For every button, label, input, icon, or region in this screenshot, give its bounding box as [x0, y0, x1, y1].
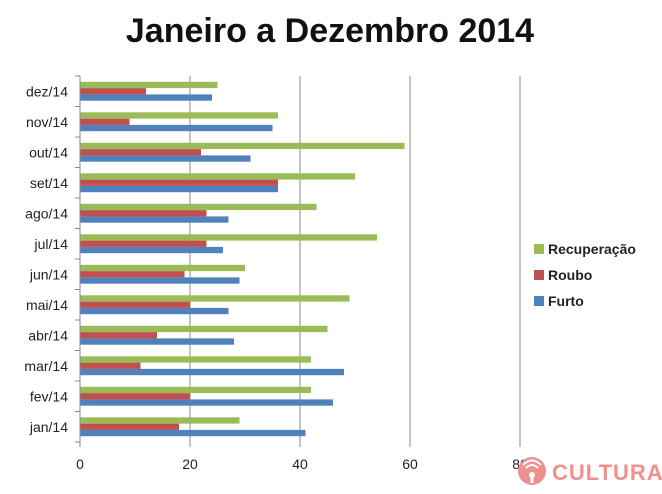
bar: [80, 149, 201, 156]
bar: [80, 264, 245, 272]
y-tick-label: ago/14: [25, 205, 68, 221]
bar: [80, 203, 317, 211]
bar: [80, 112, 278, 119]
legend-label: Roubo: [548, 267, 592, 283]
bar: [80, 338, 234, 345]
x-tick-label: 0: [76, 456, 84, 472]
bar: [80, 423, 179, 430]
legend-swatch: [534, 296, 544, 306]
bar: [80, 362, 141, 369]
bar: [80, 417, 240, 424]
radio-wave-icon: [518, 457, 546, 485]
y-tick-label: dez/14: [26, 83, 68, 99]
x-tick-label: 40: [292, 456, 308, 472]
chart-title: Janeiro a Dezembro 2014: [126, 12, 534, 50]
legend-swatch: [534, 270, 544, 280]
legend-label: Recuperação: [548, 241, 636, 257]
legend-swatch: [534, 244, 544, 254]
bar: [80, 393, 190, 400]
bar: [80, 142, 405, 150]
watermark-text: CULTURA: [552, 460, 662, 485]
legend: Recuperação Roubo Furto: [534, 241, 636, 309]
bar: [80, 332, 157, 339]
y-tick-label: out/14: [29, 144, 68, 160]
y-tick-label: jan/14: [29, 419, 68, 435]
bar: [80, 429, 306, 437]
bar: [80, 271, 185, 278]
y-tick-label: set/14: [30, 175, 68, 191]
y-tick-label: fev/14: [30, 388, 68, 404]
bar: [80, 356, 311, 363]
y-tick-label: jun/14: [29, 266, 68, 282]
bar: [80, 368, 344, 376]
bar: [80, 307, 229, 315]
bar: [80, 173, 355, 180]
y-tick-label: mai/14: [26, 297, 68, 313]
bar: [80, 124, 273, 132]
bar: [80, 118, 130, 125]
x-tick-label: 20: [182, 456, 198, 472]
bar: [80, 179, 278, 186]
bar: [80, 88, 146, 95]
axes: 020406080jan/14fev/14mar/14abr/14mai/14j…: [24, 75, 528, 472]
bar: [80, 399, 333, 406]
bar: [80, 277, 240, 284]
x-tick-label: 60: [402, 456, 418, 472]
bar: [80, 295, 350, 302]
bar: [80, 94, 212, 101]
y-tick-label: mar/14: [24, 358, 68, 374]
bar: [80, 325, 328, 333]
bar: [80, 210, 207, 217]
bar: [80, 216, 229, 223]
bar: [80, 185, 278, 193]
bars: [80, 81, 405, 437]
bar: [80, 155, 251, 162]
bar: [80, 246, 223, 254]
y-tick-label: abr/14: [28, 327, 68, 343]
bar: [80, 240, 207, 247]
bar: [80, 81, 218, 89]
gridlines: [189, 76, 521, 442]
y-tick-label: nov/14: [26, 114, 68, 130]
bar: [80, 234, 377, 241]
legend-label: Furto: [548, 293, 584, 309]
y-tick-label: jul/14: [34, 236, 69, 252]
watermark-logo: CULTURA: [518, 457, 662, 485]
bar: [80, 386, 311, 394]
bar: [80, 301, 190, 308]
